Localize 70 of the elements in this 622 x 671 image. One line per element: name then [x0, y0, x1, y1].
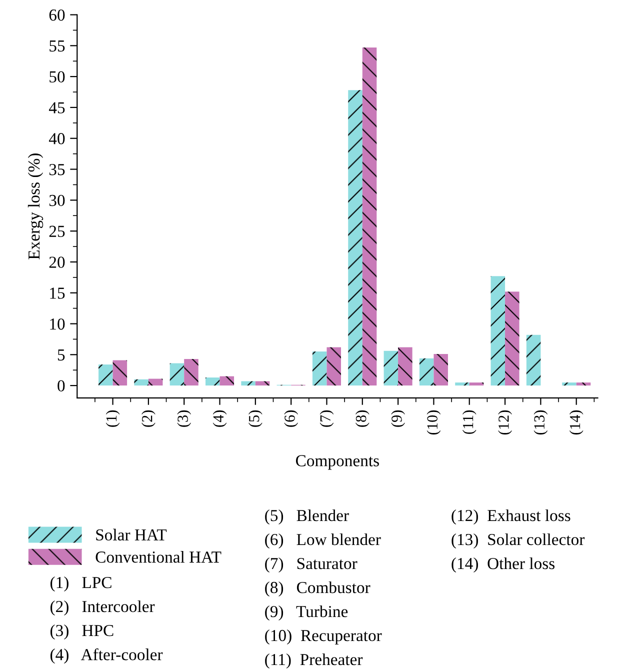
bar: [148, 378, 163, 386]
x-tick-label: (5): [248, 410, 262, 427]
x-tick-label: (7): [320, 410, 334, 427]
x-tick-label: (3): [177, 410, 192, 427]
y-tick-label: 0: [58, 380, 65, 392]
bar: [98, 364, 113, 386]
bar: [398, 347, 412, 386]
bar: [326, 347, 341, 386]
x-tick-label: (2): [142, 410, 156, 427]
text: (1) LPC: [50, 576, 112, 592]
y-tick-label: 25: [49, 226, 65, 237]
bar: [469, 382, 484, 386]
text: (9) Turbine: [265, 605, 348, 621]
text: (8) Combustor: [265, 581, 370, 597]
legend-label: Solar HAT: [96, 528, 167, 541]
legend-label: Conventional HAT: [96, 551, 222, 563]
bar: [220, 376, 234, 386]
y-tick-label: 30: [49, 194, 65, 206]
y-tick-label: 40: [48, 133, 65, 144]
bar: [455, 382, 470, 386]
bar: [312, 352, 327, 386]
bar: [505, 292, 520, 386]
bar: [562, 382, 576, 386]
text: (4) After-cooler: [50, 648, 163, 664]
x-tick-label: (12): [498, 410, 512, 434]
text: (5) Blender: [265, 509, 349, 525]
y-tick-label: 55: [50, 40, 65, 52]
bar: [348, 90, 362, 386]
bar: [134, 379, 148, 386]
bar: [490, 276, 506, 386]
bar: [384, 350, 398, 386]
bar: [434, 354, 448, 386]
x-tick-label: (13): [534, 410, 548, 434]
x-tick-label: (6): [284, 410, 298, 427]
x-tick-label: (10): [426, 410, 441, 434]
y-tick-label: 20: [49, 256, 65, 268]
x-tick-label: (4): [212, 410, 227, 427]
bar: [112, 360, 128, 386]
y-tick-label: 45: [48, 102, 65, 114]
bar: [170, 363, 184, 386]
text: (13) Solar collector: [452, 533, 585, 549]
bar: [576, 382, 591, 386]
y-tick-label: 50: [50, 71, 65, 83]
text: (14) Other loss: [452, 557, 554, 573]
x-tick-label: (1): [106, 410, 120, 427]
x-tick-label: (14): [569, 410, 584, 434]
bar: [241, 381, 256, 386]
bar: [419, 358, 434, 386]
bar: [206, 378, 220, 386]
bar: [526, 334, 541, 386]
x-tick-label: (8): [355, 410, 370, 427]
y-tick-label: 15: [50, 288, 65, 299]
y-tick-label: 35: [49, 164, 65, 176]
text: (3) HPC: [50, 624, 114, 640]
x-axis-title: Components: [296, 455, 379, 470]
text: (6) Low blender: [265, 533, 381, 549]
y-axis-title: Exergy loss (%): [28, 154, 44, 260]
y-tick-label: 10: [50, 318, 65, 330]
x-tick-label: (9): [391, 410, 405, 427]
y-tick-label: 60: [49, 9, 65, 21]
bar: [362, 48, 377, 386]
text: (2) Intercooler: [50, 600, 155, 616]
x-tick-label: (11): [462, 410, 476, 434]
y-tick-label: 5: [58, 350, 65, 361]
text: (12) Exhaust loss: [452, 509, 570, 525]
text: (10) Recuperator: [265, 629, 382, 645]
text: (7) Saturator: [265, 557, 358, 573]
bar: [184, 358, 198, 386]
text: (11) Preheater: [265, 653, 363, 669]
bar: [255, 381, 270, 386]
